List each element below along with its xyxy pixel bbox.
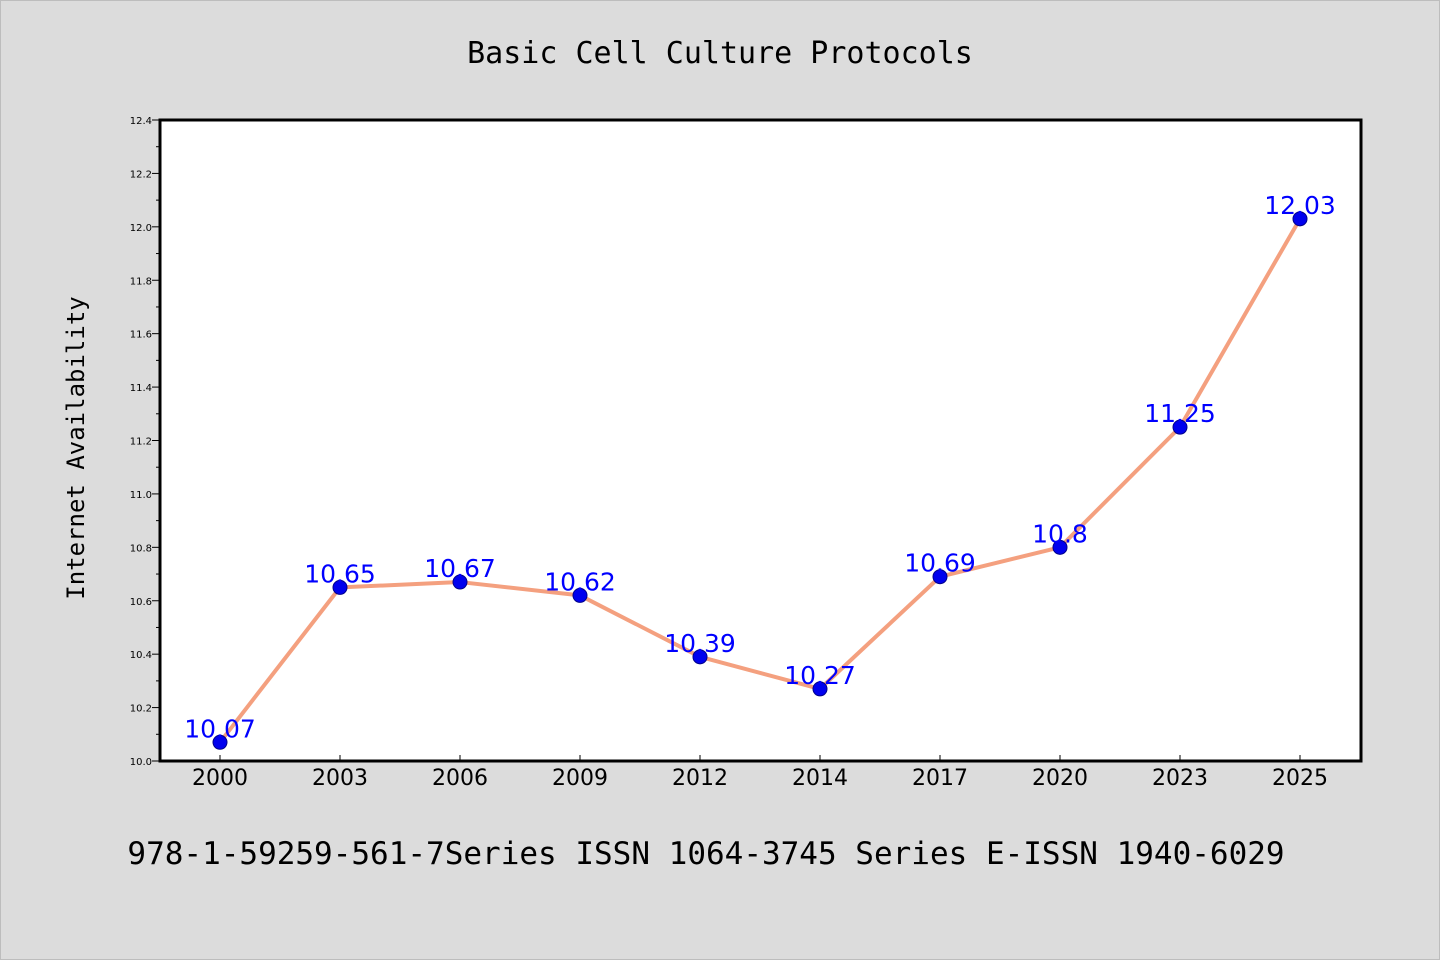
data-label: 10.67 [424, 554, 496, 583]
y-axis-label: Internet Availability [62, 296, 90, 599]
plot-border [158, 118, 1363, 763]
data-point-marker [812, 681, 828, 697]
x-tick-label: 2017 [912, 766, 968, 791]
plot-area [160, 120, 1361, 761]
data-point-marker [212, 734, 228, 750]
data-label: 10.62 [544, 567, 616, 596]
x-axis-ticks: 2000 2003 2006 2009 2012 2014 2017 2020 2023 2025 [192, 755, 1328, 791]
series-line [218, 216, 1302, 745]
data-label: 11.25 [1144, 399, 1216, 428]
y-tick-label: 10.8 [130, 543, 152, 554]
y-tick-label: 10.2 [130, 704, 152, 715]
y-tick-label: 12.4 [130, 116, 152, 127]
x-tick-label: 2000 [192, 766, 248, 791]
y-axis-ticks: 10.0 10.2 10.4 10.6 10.8 11.0 11.2 11.4 11.6 11.8… [130, 116, 160, 768]
data-label: 10.8 [1032, 519, 1088, 548]
data-label: 10.27 [784, 661, 856, 690]
x-tick-label: 2003 [312, 766, 368, 791]
data-point-marker [932, 569, 948, 585]
data-label: 12.03 [1264, 191, 1336, 220]
data-point-marker [572, 587, 588, 603]
data-point-marker [692, 649, 708, 665]
series-group: 10.07 10.65 10.67 10.62 10.39 10.27 10.69 10.8 1… [184, 191, 1336, 750]
y-tick-label: 11.2 [130, 437, 152, 448]
data-label: 10.39 [664, 629, 736, 658]
data-point-marker [1172, 419, 1188, 435]
x-tick-label: 2009 [552, 766, 608, 791]
y-tick-label: 11.8 [130, 276, 152, 287]
footer-isbn-text: 978-1-59259-561-7Series ISSN 1064-3745 S… [127, 836, 1284, 872]
data-point-marker [1292, 211, 1308, 227]
data-point-marker [332, 579, 348, 595]
data-label: 10.65 [304, 559, 376, 588]
data-label: 10.07 [184, 714, 256, 743]
y-tick-label: 11.6 [130, 330, 152, 341]
data-label: 10.69 [904, 549, 976, 578]
x-tick-label: 2012 [672, 766, 728, 791]
x-tick-label: 2025 [1272, 766, 1328, 791]
x-tick-label: 2020 [1032, 766, 1088, 791]
y-tick-label: 10.6 [130, 597, 152, 608]
x-tick-label: 2014 [792, 766, 848, 791]
x-tick-label: 2023 [1152, 766, 1208, 791]
y-tick-label: 10.0 [130, 757, 152, 768]
y-tick-label: 12.0 [130, 223, 152, 234]
data-point-marker [452, 574, 468, 590]
y-tick-label: 11.0 [130, 490, 152, 501]
x-tick-label: 2006 [432, 766, 488, 791]
data-point-marker [1052, 539, 1068, 555]
y-tick-label: 12.2 [130, 169, 152, 180]
y-tick-label: 10.4 [130, 650, 152, 661]
chart-title: Basic Cell Culture Protocols [467, 36, 973, 71]
y-tick-label: 11.4 [130, 383, 152, 394]
